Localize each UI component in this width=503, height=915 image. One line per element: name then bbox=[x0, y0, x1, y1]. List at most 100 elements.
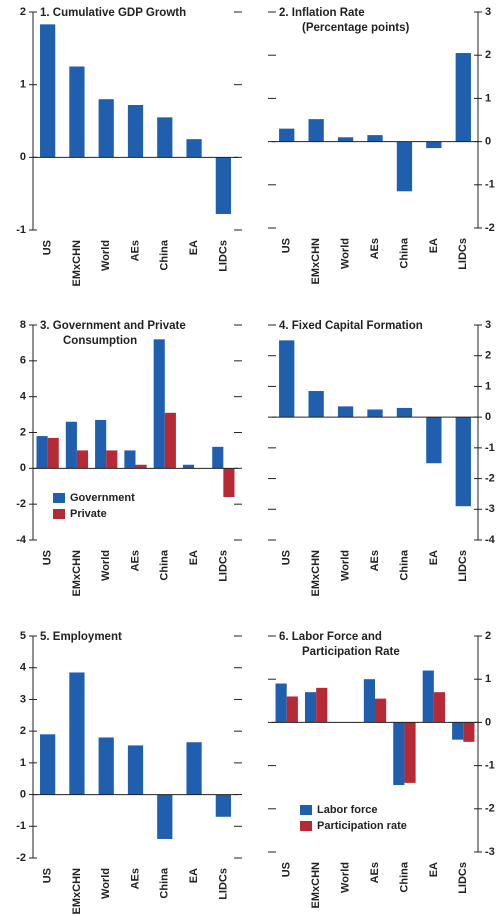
bar bbox=[153, 339, 165, 469]
x-tick-label: China bbox=[159, 867, 171, 898]
bar bbox=[127, 105, 144, 158]
chart-title: 3. Government and Private bbox=[40, 320, 186, 332]
y-tick-label: 0 bbox=[485, 716, 491, 728]
y-tick-label: 3 bbox=[485, 319, 491, 331]
bar bbox=[279, 340, 295, 418]
bar bbox=[40, 734, 56, 795]
y-tick-label: 0 bbox=[20, 788, 26, 800]
y-tick-label: -2 bbox=[485, 222, 495, 234]
chart-title: 4. Fixed Capital Formation bbox=[279, 320, 423, 332]
bar bbox=[47, 437, 59, 469]
legend-label: Private bbox=[70, 508, 107, 520]
y-tick-label: 3 bbox=[485, 6, 491, 18]
y-tick-label: 8 bbox=[20, 319, 26, 331]
bar bbox=[157, 117, 173, 158]
bar bbox=[367, 135, 383, 142]
chart-title: 6. Labor Force and bbox=[279, 631, 382, 643]
bar bbox=[182, 464, 195, 469]
x-tick-label: World bbox=[100, 868, 112, 899]
y-tick-label: 1 bbox=[20, 757, 26, 769]
bar bbox=[396, 141, 413, 192]
x-tick-label: US bbox=[42, 240, 54, 255]
bar bbox=[455, 53, 471, 142]
y-tick-label: 4 bbox=[20, 391, 27, 403]
y-tick-label: 0 bbox=[485, 136, 491, 148]
bar bbox=[157, 794, 173, 839]
bar bbox=[286, 696, 298, 723]
x-tick-label: EA bbox=[428, 238, 440, 253]
y-tick-label: 4 bbox=[20, 662, 27, 674]
bar bbox=[69, 672, 85, 795]
bar bbox=[223, 468, 235, 497]
legend-swatch bbox=[53, 493, 65, 503]
bar bbox=[98, 99, 114, 158]
y-tick-label: -4 bbox=[16, 534, 27, 546]
x-tick-label: LIDCs bbox=[457, 550, 469, 582]
y-tick-label: 1 bbox=[485, 380, 491, 392]
y-tick-label: 5 bbox=[20, 630, 26, 642]
y-tick-label: 0 bbox=[485, 411, 491, 423]
bar bbox=[69, 66, 85, 158]
bar bbox=[452, 722, 464, 740]
x-tick-label: AEs bbox=[129, 240, 141, 261]
y-tick-label: 2 bbox=[20, 6, 26, 18]
y-tick-label: 1 bbox=[485, 92, 491, 104]
x-tick-label: EMxCHN bbox=[71, 240, 83, 287]
y-tick-label: 2 bbox=[485, 630, 491, 642]
x-tick-label: AEs bbox=[129, 550, 141, 571]
bar bbox=[186, 139, 202, 158]
bar bbox=[275, 683, 287, 723]
y-tick-label: 1 bbox=[20, 79, 26, 91]
chart-title: 1. Cumulative GDP Growth bbox=[40, 7, 186, 19]
x-tick-label: EMxCHN bbox=[310, 550, 322, 597]
bar bbox=[308, 119, 324, 142]
chart-title: 2. Inflation Rate bbox=[279, 7, 365, 19]
bar bbox=[426, 417, 442, 464]
x-tick-label: EA bbox=[188, 550, 200, 565]
bar bbox=[212, 446, 224, 469]
y-tick-label: -2 bbox=[485, 803, 495, 815]
bar bbox=[106, 450, 118, 469]
x-tick-label: AEs bbox=[369, 238, 381, 259]
x-tick-label: EA bbox=[188, 868, 200, 883]
x-tick-label: China bbox=[398, 861, 410, 892]
bar bbox=[363, 679, 375, 723]
x-tick-label: China bbox=[398, 549, 410, 580]
bar bbox=[375, 698, 387, 723]
y-tick-label: 3 bbox=[20, 693, 26, 705]
y-tick-label: 2 bbox=[20, 725, 26, 737]
bar bbox=[426, 141, 442, 149]
x-tick-label: AEs bbox=[129, 868, 141, 889]
bar bbox=[215, 794, 231, 817]
y-tick-label: -1 bbox=[485, 179, 495, 191]
bar bbox=[396, 407, 413, 418]
y-tick-label: 0 bbox=[20, 151, 26, 163]
x-tick-label: World bbox=[339, 862, 351, 893]
bar bbox=[36, 436, 48, 469]
bar bbox=[135, 464, 147, 469]
legend-label: Participation rate bbox=[317, 820, 407, 832]
x-tick-label: World bbox=[100, 240, 112, 271]
x-tick-label: LIDCs bbox=[457, 862, 469, 894]
x-tick-label: World bbox=[339, 550, 351, 581]
bar bbox=[308, 391, 324, 418]
x-tick-label: EA bbox=[188, 240, 200, 255]
x-tick-label: EA bbox=[428, 550, 440, 565]
y-tick-label: 0 bbox=[20, 462, 26, 474]
bar bbox=[186, 742, 202, 795]
y-tick-label: -1 bbox=[485, 760, 495, 772]
bar bbox=[124, 450, 136, 469]
bar bbox=[127, 745, 144, 795]
bar bbox=[337, 406, 354, 418]
chart-title: Consumption bbox=[63, 335, 137, 347]
x-tick-label: China bbox=[398, 237, 410, 268]
x-tick-label: EMxCHN bbox=[71, 550, 83, 597]
y-tick-label: 1 bbox=[485, 673, 491, 685]
x-tick-label: China bbox=[159, 239, 171, 270]
x-tick-label: China bbox=[159, 549, 171, 580]
x-tick-label: US bbox=[42, 868, 54, 883]
x-tick-label: World bbox=[100, 550, 112, 581]
y-tick-label: -1 bbox=[485, 442, 495, 454]
x-tick-label: US bbox=[281, 238, 293, 253]
x-tick-label: EMxCHN bbox=[310, 238, 322, 285]
